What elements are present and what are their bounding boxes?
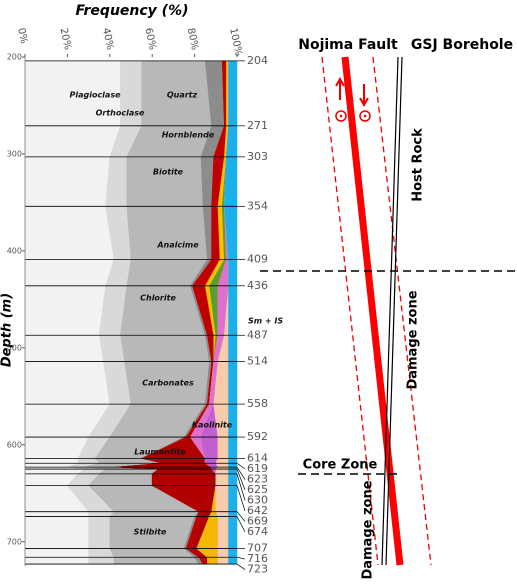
borehole-label: GSJ Borehole — [411, 37, 513, 53]
sample-depth-label: 630 — [247, 493, 268, 506]
sample-depth-label: 204 — [247, 54, 268, 67]
motion-symbol — [335, 110, 347, 122]
leader-line — [236, 466, 246, 480]
leader-line — [236, 556, 246, 560]
plot-area: 2042713033544094364875145585926146196236… — [7, 27, 284, 576]
series-label: Carbonates — [142, 379, 194, 388]
damage-boundary — [321, 56, 379, 566]
sample-depth-label: 674 — [247, 525, 268, 538]
x-tick-label: 60% — [142, 27, 157, 51]
x-axis-title: Frequency (%) — [76, 3, 189, 19]
zone-label: Host Rock — [411, 128, 426, 202]
fault-line — [341, 56, 404, 566]
zone-label: Damage zone — [361, 480, 376, 579]
y-tick-label: 600 — [7, 440, 22, 449]
series-label: Plagioclase — [69, 91, 121, 100]
leader-line — [236, 468, 246, 491]
sample-depth-label: 436 — [247, 279, 268, 292]
motion-arrow — [335, 76, 345, 100]
sample-depth-label: 409 — [247, 253, 268, 266]
schematic: Nojima Fault GSJ Borehole Host Rock Dama… — [260, 37, 517, 580]
series-label: Sm + IS — [248, 317, 283, 326]
sample-depth-label: 558 — [247, 397, 268, 410]
y-tick-label: 400 — [7, 246, 22, 255]
x-tick-label: 100% — [227, 27, 244, 57]
fault-label: Nojima Fault — [298, 37, 398, 53]
damage-boundary — [372, 56, 432, 566]
leader-line — [236, 462, 246, 470]
series-label: Orthoclase — [96, 109, 145, 118]
series-label: Analcime — [156, 241, 199, 250]
series-label: Quartz — [167, 91, 198, 100]
x-tick-label: 20% — [58, 27, 73, 51]
series-label: Chlorite — [140, 294, 176, 303]
sample-depth-label: 303 — [247, 150, 268, 163]
y-tick-label: 500 — [7, 343, 22, 352]
y-axis-title: Depth (m) — [0, 293, 15, 367]
sample-depth-label: 642 — [247, 504, 268, 517]
leader-line — [236, 511, 246, 522]
motion-symbol — [359, 110, 371, 122]
borehole — [385, 56, 403, 566]
y-tick-label: 200 — [7, 53, 22, 62]
series-label: Stilbite — [134, 528, 167, 537]
sample-depth-label: 619 — [247, 462, 268, 475]
sample-depth-label: 669 — [247, 514, 268, 527]
borehole — [381, 56, 399, 566]
sample-depth-label: 514 — [247, 354, 268, 367]
sample-depth-label: 271 — [247, 119, 268, 132]
motion-arrow — [359, 84, 369, 108]
sample-depth-label: 487 — [247, 328, 268, 341]
motion-symbol — [339, 114, 343, 118]
series-label: Biotite — [153, 168, 184, 177]
series-label: Hornblende — [162, 131, 215, 140]
series-label: Kaolinite — [192, 421, 233, 430]
series-label: Laumontite — [134, 448, 186, 457]
y-tick-label: 300 — [7, 149, 22, 158]
sample-depth-label: 623 — [247, 472, 268, 485]
leader-line — [236, 485, 246, 511]
x-tick-label: 40% — [100, 27, 115, 51]
motion-symbol — [363, 114, 367, 118]
sample-depth-label: 707 — [247, 542, 268, 555]
x-tick-label: 80% — [185, 27, 200, 51]
sample-depth-label: 354 — [247, 199, 268, 212]
zone-label: Core Zone — [303, 458, 378, 473]
sample-depth-label: 716 — [247, 552, 268, 565]
zone-label: Damage zone — [406, 290, 421, 389]
sample-depth-label: 723 — [247, 563, 268, 576]
leader-line — [236, 516, 246, 533]
leader-line — [236, 563, 246, 570]
leader-line — [236, 473, 246, 501]
sample-depth-label: 592 — [247, 430, 268, 443]
sample-depth-label: 625 — [247, 483, 268, 496]
y-tick-label: 700 — [7, 537, 22, 546]
x-tick-label: 0% — [15, 27, 29, 45]
sample-depth-label: 614 — [247, 451, 268, 464]
